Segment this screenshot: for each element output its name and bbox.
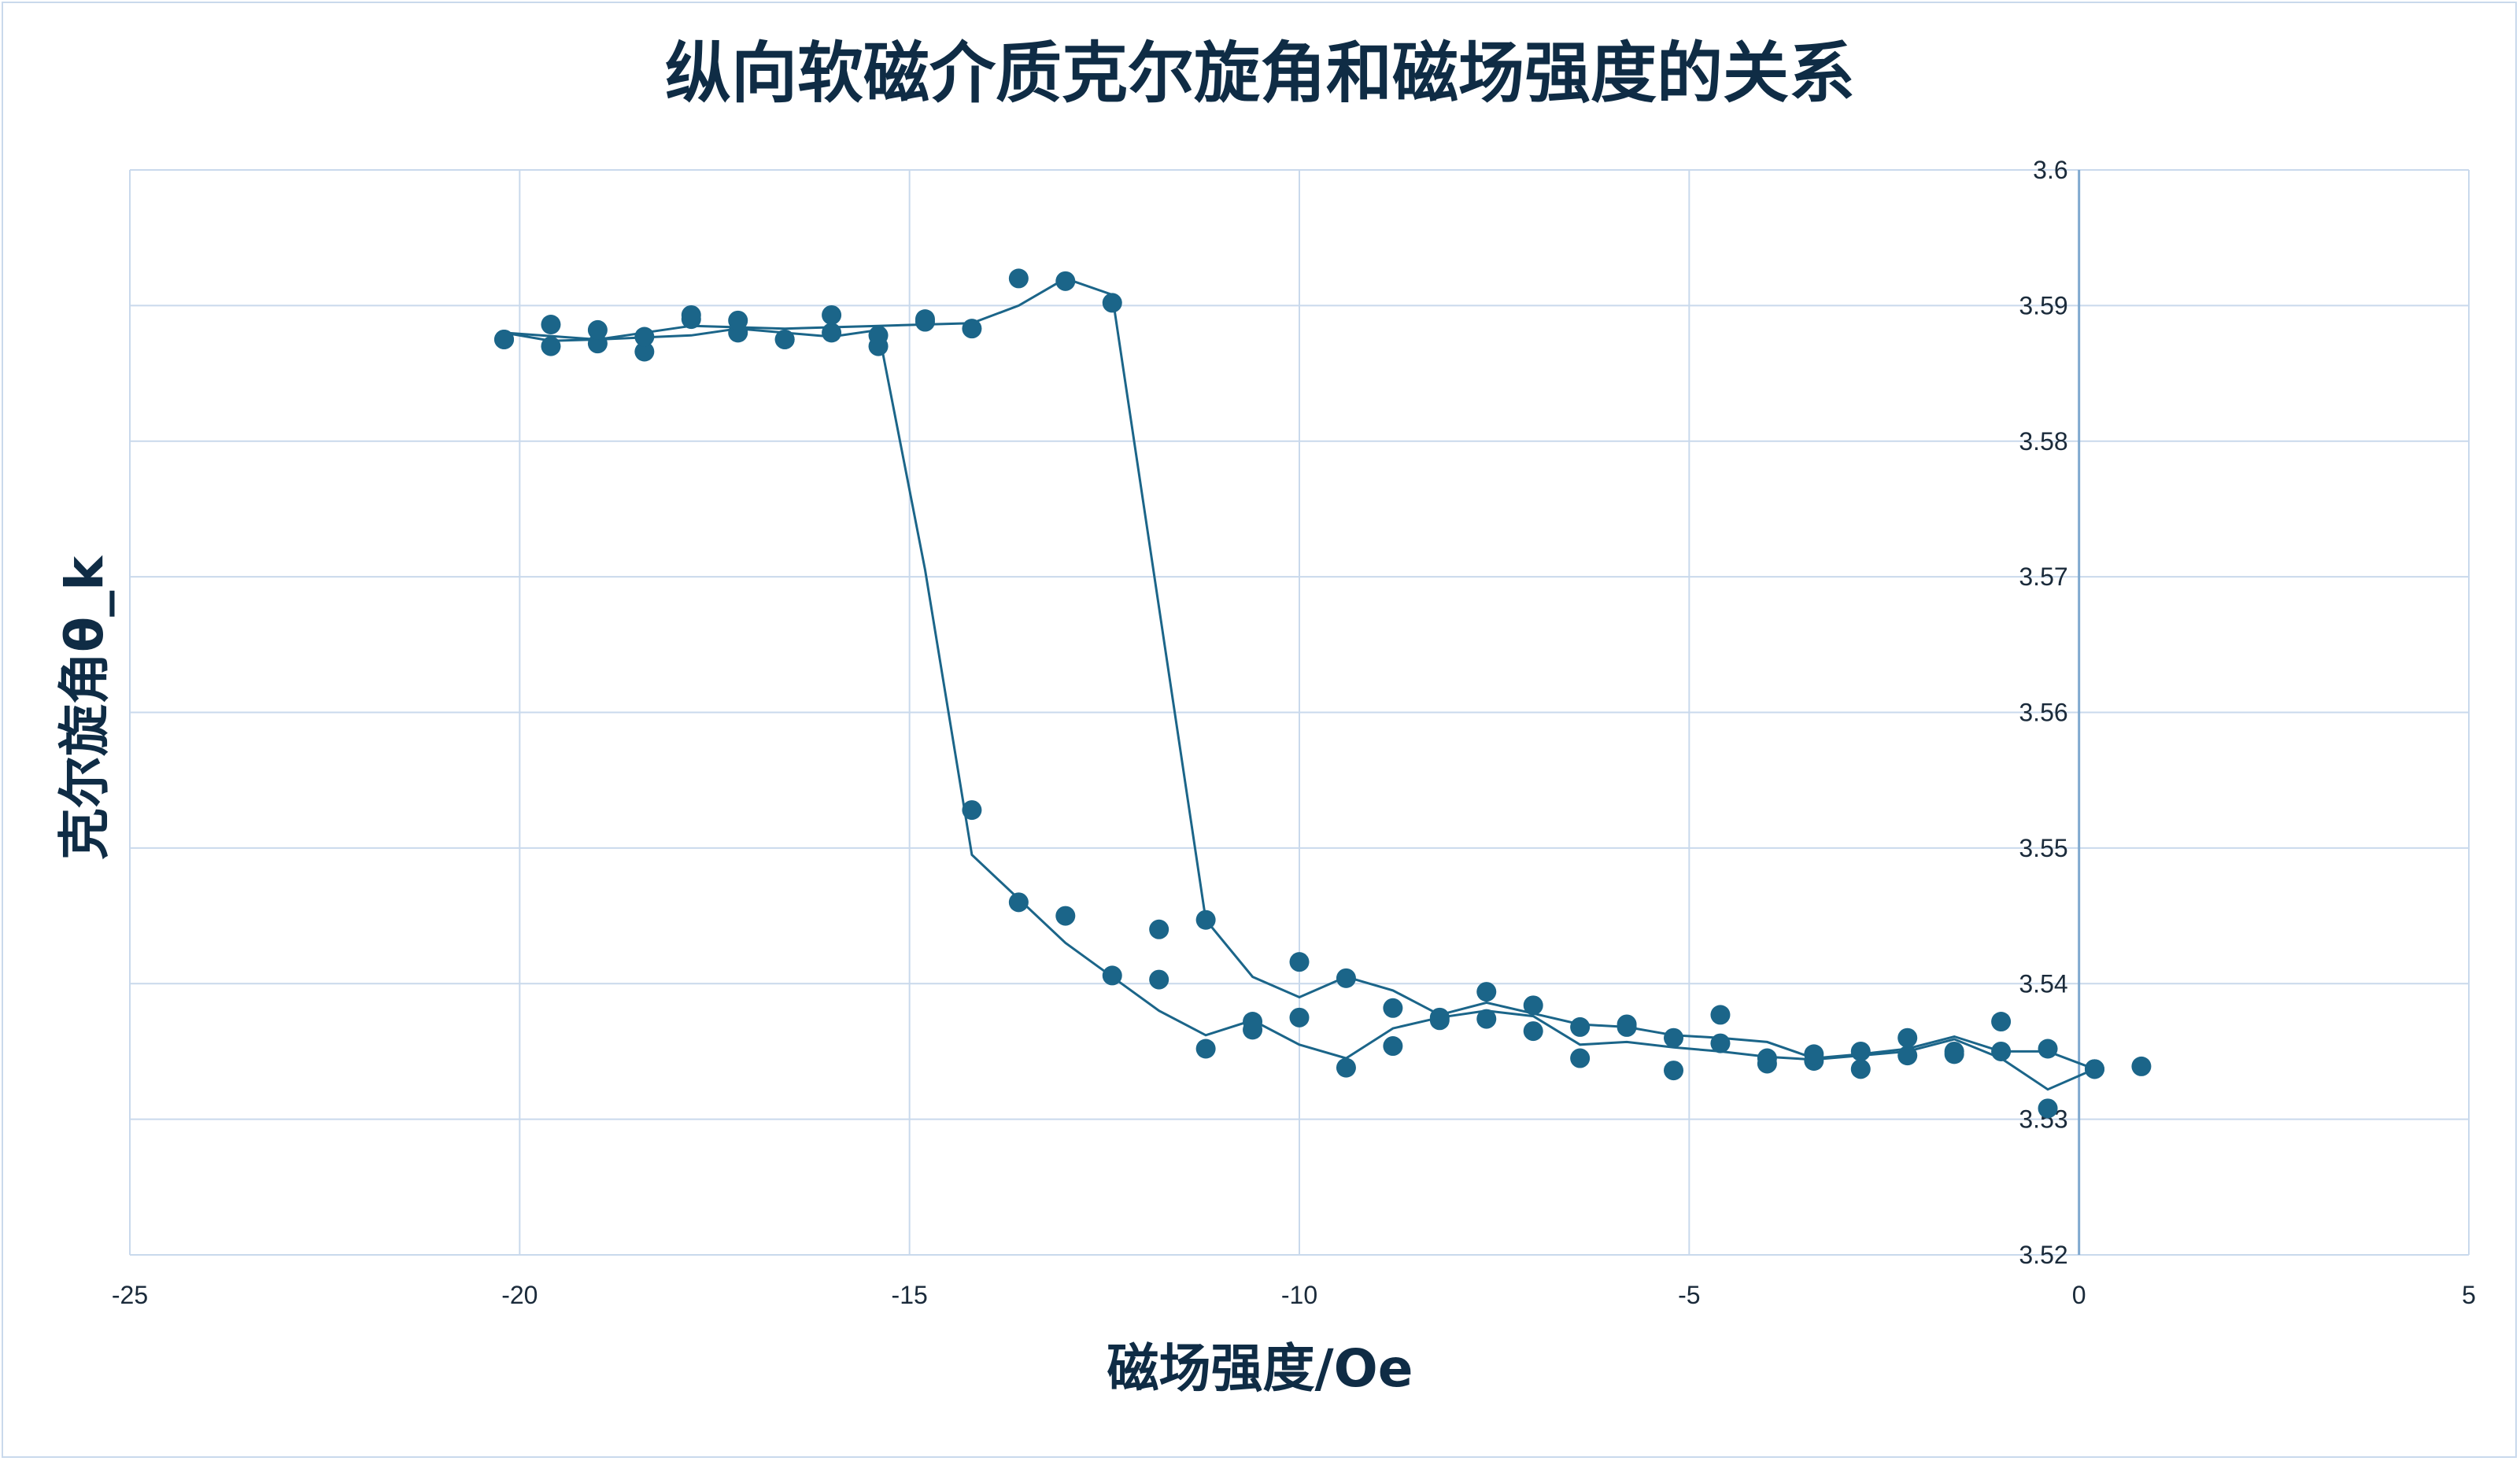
y-tick-label: 3.59 [2019, 291, 2067, 319]
data-point [915, 312, 935, 332]
data-point [1149, 969, 1169, 990]
y-tick-label: 3.58 [2019, 427, 2067, 456]
x-tick-label: -25 [112, 1281, 148, 1309]
data-point [1710, 1005, 1731, 1025]
y-tick-label: 3.57 [2019, 563, 2067, 591]
data-point [1991, 1012, 2012, 1032]
data-point [1055, 271, 1076, 291]
y-tick-label: 3.55 [2019, 834, 2067, 862]
y-tick-labels: 3.523.533.543.553.563.573.583.593.6 [2019, 156, 2067, 1269]
data-point [1850, 1041, 1871, 1061]
data-point [1336, 1057, 1356, 1078]
data-point [1195, 909, 1216, 930]
data-point [2084, 1059, 2104, 1079]
data-point [1008, 892, 1029, 913]
data-point [1897, 1046, 1918, 1066]
data-point [1570, 1016, 1591, 1037]
data-point [541, 315, 561, 335]
data-point [1850, 1059, 1871, 1079]
data-point [1757, 1053, 1777, 1074]
x-tick-label: 0 [2072, 1281, 2086, 1309]
data-point [634, 327, 655, 347]
x-tick-label: -15 [892, 1281, 928, 1309]
data-point [1289, 1007, 1310, 1027]
chart-title: 纵向软磁介质克尔旋角和磁场强度的关系 [665, 35, 1855, 112]
data-point [1664, 1061, 1684, 1081]
data-point [868, 325, 889, 345]
data-point [1991, 1041, 2012, 1061]
data-point [1710, 1033, 1731, 1053]
data-point [2038, 1039, 2058, 1059]
x-axis-title: 磁场强度/Oe [1107, 1338, 1413, 1399]
data-point [1243, 1012, 1263, 1032]
data-point [822, 304, 842, 325]
data-point [1523, 1021, 1543, 1042]
data-point [1102, 293, 1122, 313]
data-point [1149, 919, 1169, 939]
data-point [1476, 982, 1497, 1002]
data-point [541, 336, 561, 356]
data-point [1429, 1007, 1450, 1027]
data-point [2131, 1056, 2152, 1076]
data-points [494, 268, 2152, 1119]
data-point [1102, 965, 1122, 986]
grid-lines [129, 169, 2470, 1256]
x-tick-label: -5 [1678, 1281, 1700, 1309]
y-axis-title: 克尔旋角θ_k [54, 555, 115, 860]
data-point [1617, 1014, 1637, 1035]
x-tick-labels: -25 -20 -15 -10 -5 0 5 [112, 1281, 2476, 1309]
data-point [1289, 952, 1310, 972]
data-point [1195, 1039, 1216, 1059]
data-point [1664, 1027, 1684, 1048]
data-point [2038, 1098, 2058, 1119]
data-point [1523, 995, 1543, 1016]
data-point [1570, 1048, 1591, 1068]
data-point [681, 304, 701, 325]
y-tick-label: 3.54 [2019, 969, 2067, 998]
data-point [1055, 906, 1076, 926]
data-point [1897, 1027, 1918, 1048]
data-point [1336, 968, 1356, 988]
data-point [1476, 1009, 1497, 1029]
data-point [962, 800, 982, 821]
data-point [1383, 1036, 1403, 1057]
data-point [1008, 268, 1029, 289]
data-point [1944, 1041, 1964, 1061]
data-point [728, 310, 748, 330]
data-point [1383, 998, 1403, 1018]
data-point [1804, 1044, 1824, 1064]
x-tick-label: -20 [501, 1281, 538, 1309]
data-point [634, 341, 655, 362]
y-tick-label: 3.56 [2019, 699, 2067, 727]
x-tick-label: -10 [1281, 1281, 1317, 1309]
data-point [962, 319, 982, 339]
y-tick-label: 3.6 [2033, 156, 2067, 184]
x-tick-label: 5 [2462, 1281, 2476, 1309]
data-point [822, 323, 842, 343]
data-point [587, 319, 608, 340]
data-point [587, 334, 608, 354]
y-tick-label: 3.52 [2019, 1241, 2067, 1269]
data-point [494, 329, 515, 349]
data-point [774, 329, 795, 349]
